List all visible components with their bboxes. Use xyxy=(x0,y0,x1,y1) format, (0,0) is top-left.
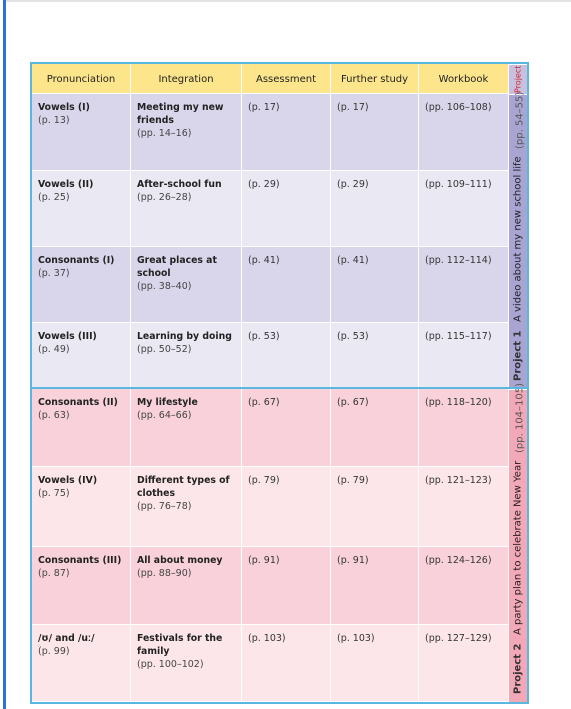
cell-pages: (p. 49) xyxy=(38,344,70,355)
column-header: Pronunciation xyxy=(32,64,131,94)
cell-title: Consonants (III) xyxy=(38,555,122,566)
table-cell: (pp. 121–123) xyxy=(419,467,509,547)
column-header: Workbook xyxy=(419,64,509,94)
table-cell: (p. 79) xyxy=(331,467,419,547)
column-header: Assessment xyxy=(242,64,331,94)
table-cell: (p. 103) xyxy=(331,625,419,702)
section-divider xyxy=(32,387,527,389)
cell-title: Consonants (I) xyxy=(38,255,115,266)
table-cell: (p. 91) xyxy=(242,547,331,625)
table-cell: Consonants (III) (p. 87) xyxy=(32,547,131,625)
curriculum-table: Pronunciation Integration Assessment Furthe… xyxy=(30,62,529,704)
cell-title: Meeting my new friends xyxy=(137,102,224,126)
table-cell: Vowels (III) (p. 49) xyxy=(32,323,131,389)
table-cell: Festivals for the family (pp. 100–102) xyxy=(131,625,242,702)
table-cell: /ʊ/ and /uː/ (p. 99) xyxy=(32,625,131,702)
project-cell: Project 1 A video about my new school lif… xyxy=(509,91,527,389)
table-cell: (p. 17) xyxy=(331,94,419,171)
project-header: Project xyxy=(509,64,527,94)
table-cell: Vowels (I) (p. 13) xyxy=(32,94,131,171)
cell-title: Consonants (II) xyxy=(38,397,118,408)
table-cell: (p. 41) xyxy=(331,247,419,323)
table-cell: (p. 67) xyxy=(242,389,331,467)
project-cell: Project 2 A party plan to celebrate New Y… xyxy=(509,383,527,702)
cell-title: After-school fun xyxy=(137,179,222,190)
cell-pages: (pp. 76–78) xyxy=(137,501,192,512)
table-cell: (p. 41) xyxy=(242,247,331,323)
column-header: Integration xyxy=(131,64,242,94)
table-cell: (p. 103) xyxy=(242,625,331,702)
cell-pages: (p. 25) xyxy=(38,192,70,203)
table-cell: (p. 79) xyxy=(242,467,331,547)
table-cell: (pp. 118–120) xyxy=(419,389,509,467)
table-cell: Learning by doing (pp. 50–52) xyxy=(131,323,242,389)
project-label: Project 1 xyxy=(512,330,524,382)
cell-title: My lifestyle xyxy=(137,397,198,408)
cell-pages: (p. 87) xyxy=(38,568,70,579)
cell-title: Vowels (IV) xyxy=(38,475,98,486)
table-cell: (p. 17) xyxy=(242,94,331,171)
table-cell: (p. 29) xyxy=(331,171,419,247)
table-cell: Vowels (IV) (p. 75) xyxy=(32,467,131,547)
cell-title: Vowels (II) xyxy=(38,179,94,190)
table-cell: (p. 67) xyxy=(331,389,419,467)
cell-title: Different types of clothes xyxy=(137,475,230,499)
cell-pages: (p. 99) xyxy=(38,646,70,657)
cell-title: Festivals for the family xyxy=(137,633,223,657)
table-cell: (p. 29) xyxy=(242,171,331,247)
cell-pages: (p. 13) xyxy=(38,115,70,126)
table-cell: (pp. 109–111) xyxy=(419,171,509,247)
cell-title: Vowels (III) xyxy=(38,331,97,342)
cell-pages: (pp. 38–40) xyxy=(137,281,192,292)
project-title: A party plan to celebrate New Year xyxy=(512,461,524,636)
table-cell: Vowels (II) (p. 25) xyxy=(32,171,131,247)
cell-pages: (pp. 26–28) xyxy=(137,192,192,203)
table-cell: (p. 53) xyxy=(331,323,419,389)
table-cell: (pp. 124–126) xyxy=(419,547,509,625)
table-cell: All about money (pp. 88–90) xyxy=(131,547,242,625)
table-cell: (pp. 106–108) xyxy=(419,94,509,171)
table-cell: Great places at school (pp. 38–40) xyxy=(131,247,242,323)
table-cell: Different types of clothes (pp. 76–78) xyxy=(131,467,242,547)
table-cell: Meeting my new friends (pp. 14–16) xyxy=(131,94,242,171)
table-cell: Consonants (II) (p. 63) xyxy=(32,389,131,467)
project-pages: (pp. 104–105) xyxy=(514,383,526,454)
table-cell: Consonants (I) (p. 37) xyxy=(32,247,131,323)
cell-title: /ʊ/ and /uː/ xyxy=(38,633,95,644)
table-cell: (p. 53) xyxy=(242,323,331,389)
cell-pages: (pp. 50–52) xyxy=(137,344,192,355)
cell-title: All about money xyxy=(137,555,223,566)
table-cell: (pp. 112–114) xyxy=(419,247,509,323)
cell-pages: (p. 75) xyxy=(38,488,70,499)
cell-title: Great places at school xyxy=(137,255,217,279)
project-title: A video about my new school life xyxy=(512,156,524,323)
table-cell: After-school fun (pp. 26–28) xyxy=(131,171,242,247)
project-pages: (pp. 54–55) xyxy=(514,91,526,149)
cell-pages: (pp. 100–102) xyxy=(137,659,204,670)
cell-pages: (pp. 14–16) xyxy=(137,128,192,139)
table-cell: (pp. 115–117) xyxy=(419,323,509,389)
table-cell: (pp. 127–129) xyxy=(419,625,509,702)
top-rule xyxy=(6,0,571,2)
table-cell: My lifestyle (pp. 64–66) xyxy=(131,389,242,467)
column-header: Further study xyxy=(331,64,419,94)
cell-pages: (pp. 88–90) xyxy=(137,568,192,579)
table-cell: (p. 91) xyxy=(331,547,419,625)
cell-pages: (p. 37) xyxy=(38,268,70,279)
cell-pages: (pp. 64–66) xyxy=(137,410,192,421)
cell-title: Vowels (I) xyxy=(38,102,90,113)
page-edge xyxy=(3,0,6,709)
project-label: Project 2 xyxy=(512,643,524,695)
cell-pages: (p. 63) xyxy=(38,410,70,421)
cell-title: Learning by doing xyxy=(137,331,232,342)
